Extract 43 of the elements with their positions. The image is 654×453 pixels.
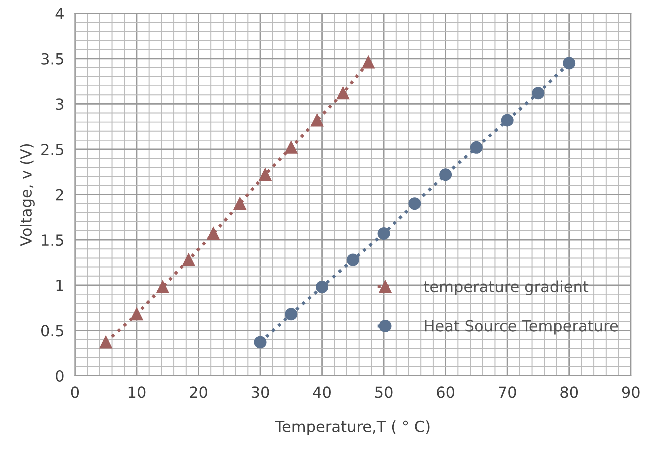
y-tick-label: 0: [56, 370, 64, 382]
point: [254, 336, 267, 349]
x-tick-label: 40: [313, 386, 331, 398]
point: [285, 141, 298, 154]
x-tick-label: 0: [71, 386, 80, 398]
x-tick-label: 10: [128, 386, 146, 398]
point: [470, 141, 483, 154]
y-tick-label: 1: [56, 280, 64, 292]
point: [501, 114, 514, 127]
point: [440, 168, 452, 182]
y-tick-label: 0.5: [42, 325, 64, 337]
point: [130, 308, 144, 321]
point: [311, 114, 324, 127]
x-tick-label: 80: [560, 386, 578, 398]
point: [259, 168, 272, 182]
point: [378, 228, 390, 240]
x-tick-label: 60: [437, 386, 455, 398]
y-axis-title: Voltage, v (V): [20, 144, 35, 246]
point: [182, 254, 196, 266]
x-tick-label: 90: [622, 386, 640, 398]
x-tick-label: 70: [499, 386, 516, 398]
point: [156, 280, 170, 294]
x-tick-label: 20: [190, 386, 208, 398]
x-tick-label: 50: [376, 386, 393, 398]
y-tick-label: 4: [56, 8, 64, 20]
point: [207, 228, 220, 240]
point: [100, 336, 112, 349]
point: [532, 87, 545, 100]
x-axis-title: Temperature,T ( ° C): [275, 420, 430, 436]
point: [316, 280, 329, 294]
y-tick-label: 3: [56, 98, 64, 110]
y-tick-label: 2.5: [42, 144, 64, 156]
y-tick-label: 3.5: [42, 53, 64, 65]
point: [285, 308, 298, 321]
y-tick-label: 1.5: [42, 234, 64, 246]
x-tick-label: 30: [252, 386, 270, 398]
point: [408, 198, 422, 210]
point: [362, 56, 375, 69]
point: [337, 87, 350, 100]
point: [563, 57, 576, 70]
point: [234, 198, 246, 210]
y-tick-label: 2: [56, 189, 64, 201]
point: [346, 254, 360, 266]
